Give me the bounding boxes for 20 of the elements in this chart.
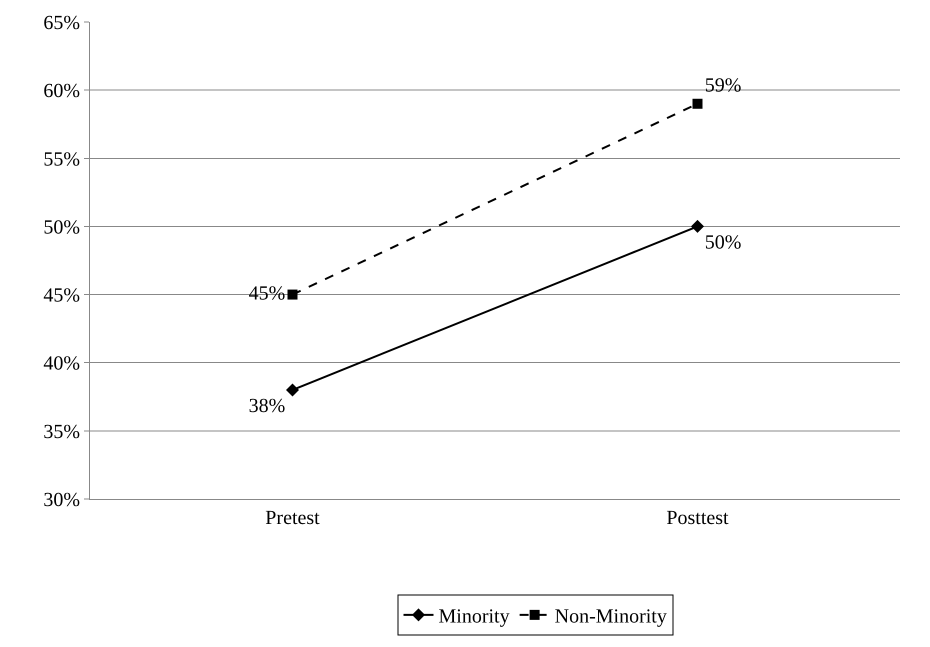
data-label: 38% [248,395,286,418]
point [691,220,704,233]
data-label: 59% [704,74,742,97]
y-tick-label: 60% [43,80,80,102]
data-label: 50% [704,232,742,254]
y-tick-label: 40% [43,352,80,375]
y-tick-label: 35% [43,420,80,443]
legend-label: Minority [438,606,510,628]
data-label: 45% [248,282,286,305]
x-tick-label: Pretest [265,507,320,529]
point [286,383,299,396]
point [692,98,702,109]
y-tick-label: 45% [43,284,80,307]
y-tick-label: 30% [43,489,80,511]
y-tick-label: 55% [43,148,80,170]
y-tick-label: 50% [43,216,80,238]
y-tick-label: 65% [43,12,80,34]
x-tick-label: Posttest [666,507,730,529]
legend-label: Non-Minority [554,606,667,628]
point [288,290,298,300]
